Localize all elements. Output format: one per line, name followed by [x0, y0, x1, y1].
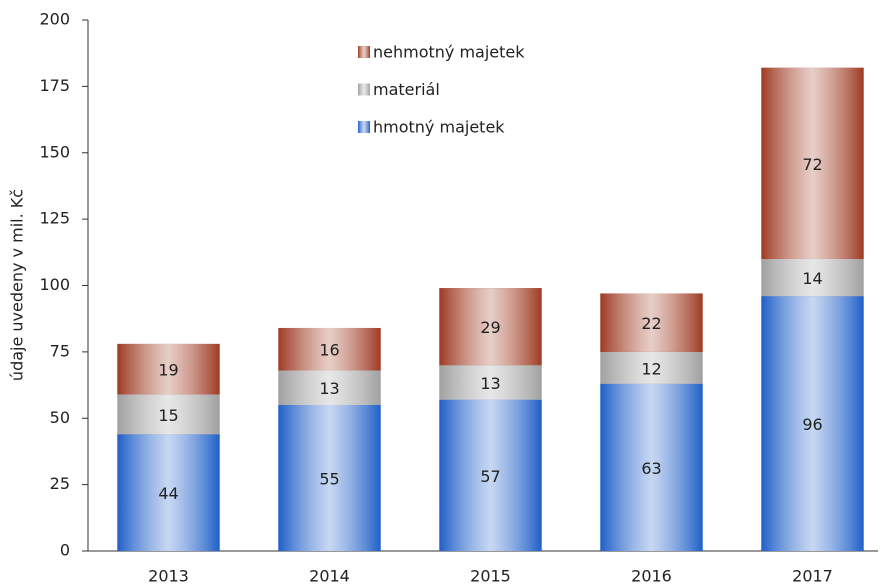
value-label: 14 [802, 269, 822, 288]
value-label: 44 [158, 484, 178, 503]
x-tick-label: 2014 [309, 567, 350, 585]
legend-swatch [358, 46, 370, 58]
legend-label: nehmotný majetek [373, 43, 525, 62]
y-tick-label: 50 [50, 408, 70, 427]
value-label: 13 [319, 379, 339, 398]
bar-segment [439, 399, 542, 551]
value-label: 72 [802, 155, 822, 174]
bar-segment [278, 327, 381, 371]
value-label: 63 [641, 459, 661, 478]
y-tick-label: 200 [39, 10, 70, 29]
y-tick-label: 0 [60, 541, 70, 560]
value-label: 16 [319, 341, 339, 360]
value-label: 29 [480, 318, 500, 337]
value-label: 96 [802, 415, 822, 434]
y-axis-label: údaje uvedeny v mil. Kč [8, 189, 27, 381]
x-tick-label: 2016 [631, 567, 672, 585]
value-label: 12 [641, 359, 661, 378]
bar-segment [439, 365, 542, 400]
bar-segment [600, 293, 703, 352]
bar-segment [761, 296, 864, 551]
y-tick-label: 75 [50, 341, 70, 360]
y-tick-label: 100 [39, 275, 70, 294]
bar-segment [117, 343, 220, 395]
bar-segment [439, 288, 542, 366]
value-label: 22 [641, 314, 661, 333]
y-tick-label: 25 [50, 474, 70, 493]
bar-segment [761, 67, 864, 259]
x-tick-label: 2015 [470, 567, 511, 585]
y-tick-label: 150 [39, 142, 70, 161]
x-tick-label: 2013 [148, 567, 189, 585]
value-label: 13 [480, 374, 500, 393]
bar-segment [761, 258, 864, 297]
bar-segment [600, 351, 703, 384]
legend-swatch [358, 121, 370, 133]
legend-label: hmotný majetek [373, 118, 505, 137]
value-label: 55 [319, 469, 339, 488]
bar-segment [117, 434, 220, 551]
bar-segment [278, 370, 381, 405]
value-label: 15 [158, 406, 178, 425]
y-tick-label: 175 [39, 76, 70, 95]
value-label: 57 [480, 467, 500, 486]
x-tick-label: 2017 [792, 567, 833, 585]
bar-segment [600, 383, 703, 551]
bar-segment [278, 404, 381, 551]
value-label: 19 [158, 361, 178, 380]
y-tick-label: 125 [39, 209, 70, 228]
legend-label: materiál [373, 80, 440, 99]
bar-segment [117, 394, 220, 435]
legend-swatch [358, 83, 370, 96]
